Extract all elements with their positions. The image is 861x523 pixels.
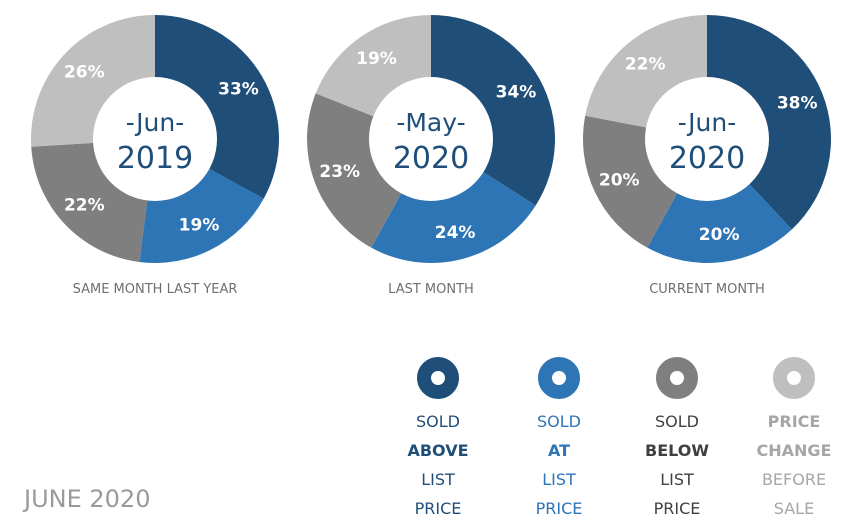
donut-chart-1: 33% 19% 22% 26% -Jun- 2019 SAME MONTH LAST YEA… bbox=[31, 15, 279, 297]
legend-item-price-change: PRICE CHANGE BEFORE SALE bbox=[739, 357, 849, 523]
slice-label-sold-below: 23% bbox=[319, 162, 360, 182]
legend-line: LIST bbox=[421, 470, 455, 489]
legend-line: BEFORE bbox=[761, 470, 827, 489]
slice-label-sold-below: 20% bbox=[599, 170, 640, 190]
chart-caption: LAST MONTH bbox=[388, 282, 474, 297]
legend-item-sold-at: SOLD AT LIST PRICE bbox=[504, 357, 614, 523]
center-month-label: -Jun- bbox=[678, 108, 737, 137]
legend-line: ABOVE bbox=[407, 441, 469, 460]
chart-caption: CURRENT MONTH bbox=[649, 282, 765, 297]
donut-chart-3: 38% 20% 20% 22% -Jun- 2020 CURRENT MONTH bbox=[582, 15, 831, 297]
center-month-label: -Jun- bbox=[126, 108, 185, 137]
report-title: JUNE 2020 bbox=[24, 485, 151, 513]
legend-line: PRICE bbox=[653, 499, 701, 518]
slice-label-price-change: 19% bbox=[356, 49, 397, 69]
center-year-label: 2020 bbox=[669, 141, 745, 176]
donut-slice-sold-above bbox=[707, 15, 831, 230]
legend-line: AT bbox=[547, 441, 571, 460]
donut-hole bbox=[369, 77, 493, 201]
legend-line: SOLD bbox=[537, 412, 581, 431]
slice-label-sold-above: 34% bbox=[496, 82, 537, 102]
slice-label-sold-above: 33% bbox=[218, 80, 259, 100]
center-year-label: 2020 bbox=[393, 141, 469, 176]
chart-caption: SAME MONTH LAST YEAR bbox=[73, 282, 238, 297]
slice-label-sold-at: 19% bbox=[179, 215, 220, 235]
legend-line: PRICE bbox=[414, 499, 462, 518]
legend-line: SOLD bbox=[655, 412, 699, 431]
legend-line: BELOW bbox=[645, 441, 709, 460]
slice-label-sold-at: 24% bbox=[435, 223, 476, 243]
donut-icon bbox=[538, 357, 580, 399]
legend-line: SOLD bbox=[416, 412, 460, 431]
donut-hole bbox=[93, 77, 217, 201]
donut-icon bbox=[656, 357, 698, 399]
legend-line: PRICE bbox=[767, 412, 821, 431]
legend-line: LIST bbox=[542, 470, 576, 489]
legend-item-sold-above: SOLD ABOVE LIST PRICE bbox=[383, 357, 493, 523]
donut-slice-sold-at bbox=[647, 139, 792, 263]
center-month-label: -May- bbox=[396, 108, 465, 137]
legend-line: SALE bbox=[773, 499, 815, 518]
slice-label-price-change: 26% bbox=[64, 63, 105, 83]
slice-label-sold-below: 22% bbox=[64, 195, 105, 215]
legend-item-sold-below: SOLD BELOW LIST PRICE bbox=[622, 357, 732, 523]
legend-line: LIST bbox=[660, 470, 694, 489]
slice-label-sold-at: 20% bbox=[699, 225, 740, 245]
slice-label-sold-above: 38% bbox=[777, 93, 818, 113]
donut-slice-sold-at bbox=[371, 139, 536, 263]
donut-charts: 33% 19% 22% 26% -Jun- 2019 SAME MONTH LAST YEA… bbox=[31, 15, 831, 297]
legend-line: CHANGE bbox=[756, 441, 832, 460]
donut-icon bbox=[773, 357, 815, 399]
slice-label-price-change: 22% bbox=[625, 54, 666, 74]
legend-line: PRICE bbox=[535, 499, 583, 518]
donut-chart-2: 34% 24% 23% 19% -May- 2020 LAST MONTH bbox=[307, 15, 555, 297]
donut-hole bbox=[645, 77, 769, 201]
center-year-label: 2019 bbox=[117, 141, 193, 176]
donut-icon bbox=[417, 357, 459, 399]
